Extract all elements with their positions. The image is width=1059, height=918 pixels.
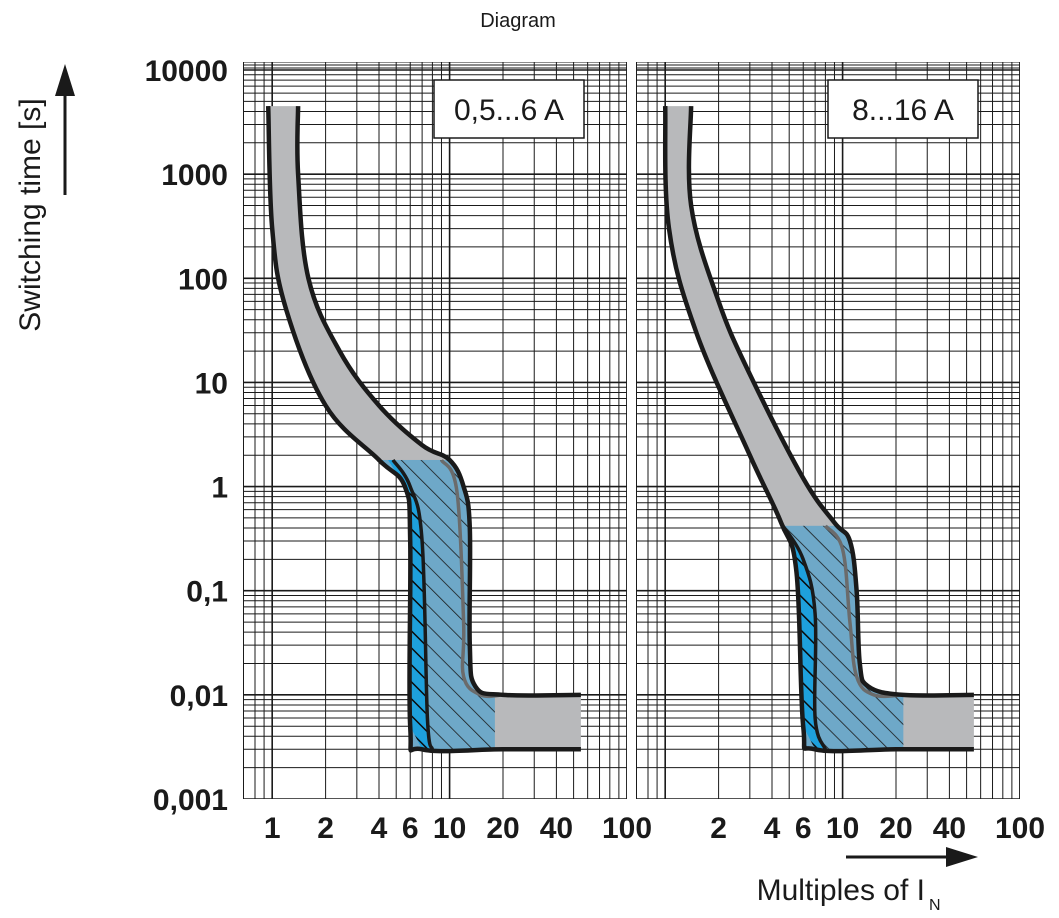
y-tick-label: 100 bbox=[178, 263, 228, 296]
x-axis-arrow-head bbox=[946, 847, 978, 867]
y-tick-label: 1 bbox=[211, 472, 228, 505]
y-tick-labels: 10000 1000 100 10 1 0,1 0,01 0,001 bbox=[145, 55, 228, 817]
x-axis-title-subscript: N bbox=[929, 897, 941, 913]
y-tick-label: 0,1 bbox=[186, 576, 228, 609]
x-tick-label: 2 bbox=[710, 812, 727, 845]
y-tick-label: 0,001 bbox=[153, 784, 228, 817]
band-upper-curve bbox=[295, 106, 581, 698]
x-tick-label: 4 bbox=[371, 812, 388, 845]
panel-left: 0,5...6 A 1 2 4 6 10 20 40 100 bbox=[243, 62, 652, 845]
band-lower-curve bbox=[662, 106, 974, 754]
chart-title: Diagram bbox=[480, 10, 556, 32]
x-tick-label: 1 bbox=[264, 812, 281, 845]
x-tick-label: 40 bbox=[933, 812, 966, 845]
x-tick-label: 20 bbox=[879, 812, 912, 845]
x-tick-label: 10 bbox=[433, 812, 466, 845]
y-axis-title-group: Switching time [s] bbox=[14, 64, 75, 332]
x-tick-label: 20 bbox=[486, 812, 519, 845]
x-tick-label: 100 bbox=[602, 812, 652, 845]
x-axis-title-group: Multiples of I N bbox=[757, 847, 978, 914]
y-axis-title: Switching time [s] bbox=[14, 98, 47, 331]
y-axis-arrow-head bbox=[55, 64, 75, 96]
x-tick-label: 10 bbox=[826, 812, 859, 845]
y-tick-label: 10000 bbox=[145, 55, 228, 88]
c-char-edge bbox=[439, 458, 504, 699]
band-lower-curve bbox=[265, 106, 581, 754]
x-tick-label: 2 bbox=[317, 812, 334, 845]
range-label-box bbox=[433, 79, 585, 139]
b-char-edge bbox=[391, 458, 435, 750]
y-tick-label: 0,01 bbox=[170, 680, 228, 713]
x-axis-title: Multiples of I bbox=[757, 874, 925, 907]
x-tick-label: 6 bbox=[402, 812, 419, 845]
panel-right: 8...16 A 2 4 6 10 20 40 100 bbox=[636, 62, 1045, 845]
x-tick-label: 100 bbox=[995, 812, 1045, 845]
x-tick-label: 6 bbox=[795, 812, 812, 845]
y-tick-label: 1000 bbox=[161, 159, 228, 192]
c-char-edge bbox=[823, 524, 904, 699]
b-char-edge bbox=[781, 524, 828, 751]
x-tick-label: 4 bbox=[764, 812, 781, 845]
range-label-box bbox=[827, 79, 979, 139]
range-label: 0,5...6 A bbox=[454, 94, 564, 127]
range-label: 8...16 A bbox=[852, 94, 954, 127]
x-tick-label: 40 bbox=[540, 812, 573, 845]
x-axis-title-main: Multiples of I bbox=[757, 874, 925, 907]
y-tick-label: 10 bbox=[195, 367, 228, 400]
band-upper-curve bbox=[686, 106, 974, 698]
